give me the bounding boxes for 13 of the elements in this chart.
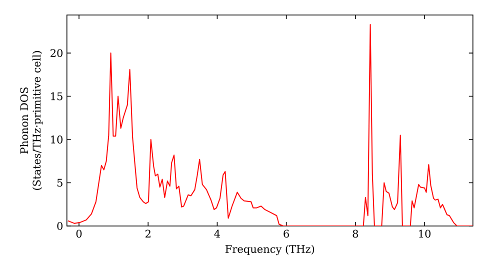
x-tick-label: 0 [76,230,82,238]
y-axis-title: Phonon DOS (States/THz·primitive cell) [20,51,43,190]
x-tick-label: 6 [284,230,289,238]
y-tick-label: 10 [51,136,63,144]
y-tick-label: 20 [50,49,63,58]
x-tick-label: 2 [145,230,150,238]
x-tick-label: 4 [214,230,220,238]
x-axis-title: Frequency (THz) [225,244,314,256]
y-tick-label: 5 [57,178,62,187]
x-tick-label: 8 [352,230,358,238]
x-tick-label: 10 [419,230,431,238]
y-tick-label: 0 [57,222,63,230]
y-tick-label: 15 [51,92,62,100]
